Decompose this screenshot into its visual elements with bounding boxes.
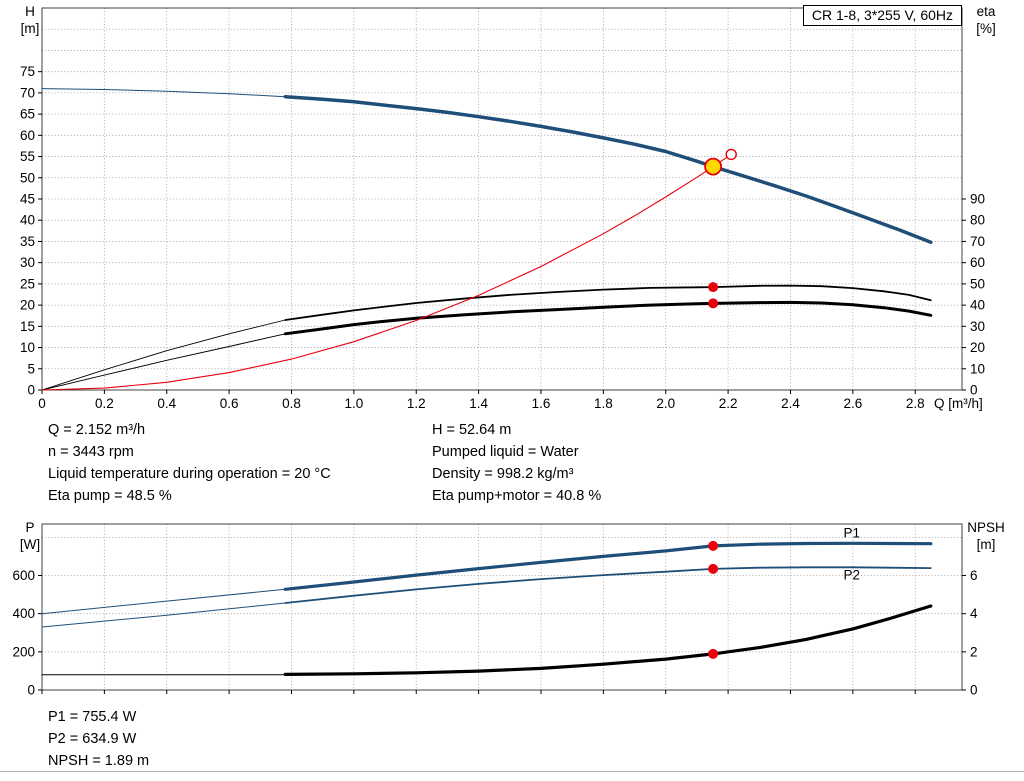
power-npsh-chart: 0 200 400 600 0 2 4 6 P [W] NPSH [m] P1 P2 xyxy=(12,520,1005,698)
svg-text:1.4: 1.4 xyxy=(469,396,488,411)
svg-text:400: 400 xyxy=(12,606,35,621)
svg-text:20: 20 xyxy=(970,340,985,355)
svg-text:70: 70 xyxy=(970,234,985,249)
svg-text:[m]: [m] xyxy=(977,537,996,552)
svg-text:55: 55 xyxy=(20,149,35,164)
svg-text:0: 0 xyxy=(970,683,978,698)
svg-text:10: 10 xyxy=(20,340,35,355)
svg-text:75: 75 xyxy=(20,64,35,79)
svg-text:20: 20 xyxy=(20,298,35,313)
svg-text:600: 600 xyxy=(12,568,35,583)
svg-text:10: 10 xyxy=(970,361,985,376)
svg-text:80: 80 xyxy=(970,213,985,228)
svg-text:2.4: 2.4 xyxy=(781,396,800,411)
svg-text:30: 30 xyxy=(20,255,35,270)
svg-text:5: 5 xyxy=(27,361,35,376)
npsh-value: NPSH = 1.89 m xyxy=(48,753,150,769)
svg-text:2: 2 xyxy=(970,644,978,659)
hq-eta-chart: 0 0.2 0.4 0.6 0.8 1.0 1.2 1.4 1.6 1.8 2.0 2.2 2.4 2.6… xyxy=(20,4,996,411)
svg-text:1.0: 1.0 xyxy=(344,396,363,411)
density-value: Density = 998.2 kg/m³ xyxy=(432,466,574,482)
svg-text:0: 0 xyxy=(27,383,35,398)
svg-text:60: 60 xyxy=(970,255,985,270)
svg-text:0: 0 xyxy=(38,396,46,411)
svg-text:90: 90 xyxy=(970,192,985,207)
speed-value: n = 3443 rpm xyxy=(48,444,134,460)
svg-text:40: 40 xyxy=(970,298,985,313)
svg-text:35: 35 xyxy=(20,234,35,249)
svg-text:P2: P2 xyxy=(843,567,860,582)
liquid-temperature-value: Liquid temperature during operation = 20… xyxy=(48,466,331,482)
svg-text:2.2: 2.2 xyxy=(719,396,738,411)
svg-text:15: 15 xyxy=(20,319,35,334)
svg-text:H: H xyxy=(25,4,35,19)
svg-text:40: 40 xyxy=(20,213,35,228)
svg-text:70: 70 xyxy=(20,85,35,100)
head-value: H = 52.64 m xyxy=(432,422,512,438)
svg-text:2.8: 2.8 xyxy=(906,396,925,411)
svg-text:P: P xyxy=(25,520,34,535)
flow-value: Q = 2.152 m³/h xyxy=(48,422,146,438)
eta-pump-motor-value: Eta pump+motor = 40.8 % xyxy=(432,488,602,504)
duty-info-left-column: Q = 2.152 m³/h n = 3443 rpm Liquid tempe… xyxy=(48,419,331,507)
svg-text:Q [m³/h]: Q [m³/h] xyxy=(934,396,983,411)
svg-text:0.2: 0.2 xyxy=(95,396,114,411)
svg-text:30: 30 xyxy=(970,319,985,334)
svg-text:200: 200 xyxy=(12,644,35,659)
p1-value: P1 = 755.4 W xyxy=(48,709,137,725)
svg-text:60: 60 xyxy=(20,128,35,143)
p2-value: P2 = 634.9 W xyxy=(48,731,137,747)
svg-text:6: 6 xyxy=(970,568,978,583)
svg-text:P1: P1 xyxy=(843,525,860,540)
power-info-column: P1 = 755.4 W P2 = 634.9 W NPSH = 1.89 m xyxy=(48,706,149,772)
svg-text:50: 50 xyxy=(20,170,35,185)
bottom-divider xyxy=(0,771,1024,772)
svg-text:[%]: [%] xyxy=(976,21,996,36)
svg-text:2.0: 2.0 xyxy=(656,396,675,411)
svg-text:[W]: [W] xyxy=(20,537,40,552)
svg-text:1.8: 1.8 xyxy=(594,396,613,411)
svg-text:[m]: [m] xyxy=(21,21,40,36)
pumped-liquid-value: Pumped liquid = Water xyxy=(432,444,579,460)
svg-text:4: 4 xyxy=(970,606,978,621)
svg-text:0.4: 0.4 xyxy=(157,396,176,411)
svg-text:65: 65 xyxy=(20,107,35,122)
svg-text:0: 0 xyxy=(27,683,35,698)
svg-text:NPSH: NPSH xyxy=(967,520,1005,535)
svg-text:0.8: 0.8 xyxy=(282,396,301,411)
svg-text:2.6: 2.6 xyxy=(843,396,862,411)
duty-info-right-column: H = 52.64 m Pumped liquid = Water Densit… xyxy=(432,419,601,507)
svg-text:45: 45 xyxy=(20,192,35,207)
svg-text:0.6: 0.6 xyxy=(220,396,239,411)
svg-text:eta: eta xyxy=(977,4,996,19)
svg-text:25: 25 xyxy=(20,276,35,291)
svg-text:50: 50 xyxy=(970,276,985,291)
svg-text:1.6: 1.6 xyxy=(532,396,551,411)
svg-text:0: 0 xyxy=(970,383,978,398)
eta-pump-value: Eta pump = 48.5 % xyxy=(48,488,172,504)
pump-model-box: CR 1-8, 3*255 V, 60Hz xyxy=(802,5,962,26)
svg-text:1.2: 1.2 xyxy=(407,396,426,411)
